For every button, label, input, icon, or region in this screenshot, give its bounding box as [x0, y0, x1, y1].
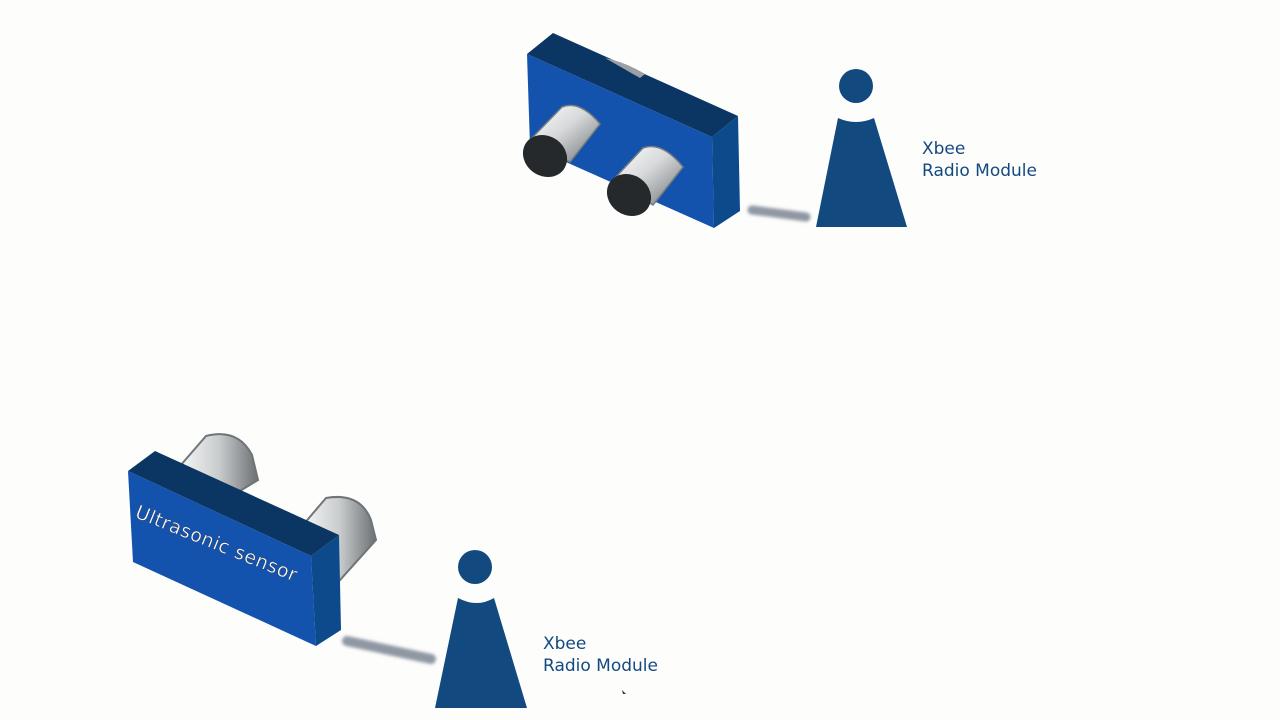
sensor-board-front-face [128, 471, 316, 646]
stray-mark [622, 690, 626, 694]
transducer-top-1 [522, 104, 601, 178]
xbee-label-line1: Xbee [922, 139, 966, 159]
xbee-label-line2: Radio Module [922, 161, 1037, 181]
xbee-label-bottom: Xbee Radio Module [543, 633, 658, 677]
xbee-body [435, 598, 527, 708]
xbee-antenna-head [458, 550, 492, 584]
transducer-cap [606, 173, 652, 217]
sensor-board-side-face [712, 116, 740, 228]
xbee-module-bottom [435, 550, 527, 708]
transducer-top-2 [606, 145, 684, 217]
xbee-antenna-head [839, 69, 873, 103]
xbee-label-top: Xbee Radio Module [922, 138, 1037, 182]
xbee-label-line1: Xbee [543, 634, 587, 654]
sensor-board-top-face [128, 451, 339, 556]
xbee-body [816, 118, 907, 227]
back-transducer-hint [605, 58, 645, 78]
sensor-board-top-face [527, 33, 738, 137]
sensor-unit-top [522, 33, 907, 228]
cable-bottom [342, 636, 436, 664]
xbee-label-line2: Radio Module [543, 656, 658, 676]
xbee-module-top [816, 69, 907, 227]
sensor-unit-bottom: Ultrasonic sensor [128, 433, 527, 708]
transducer-bottom-1 [178, 433, 260, 502]
sensor-board-side-face [311, 535, 341, 646]
cable-top [747, 205, 811, 222]
transducer-cap [522, 134, 568, 178]
